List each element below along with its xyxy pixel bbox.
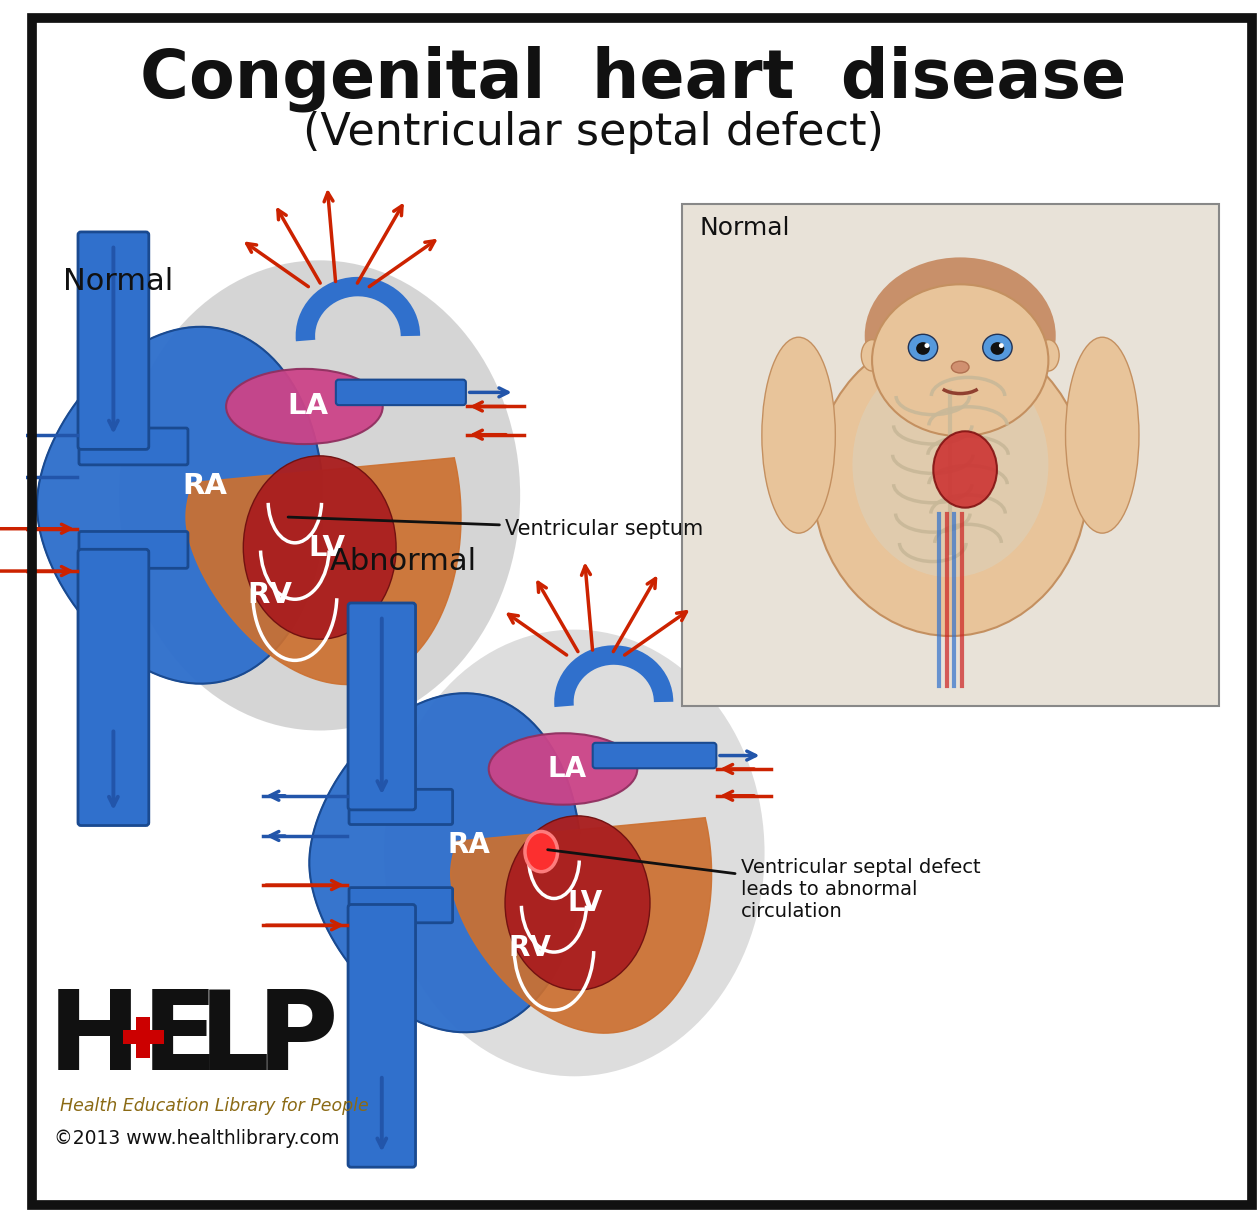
Text: Abnormal: Abnormal bbox=[330, 547, 477, 576]
Text: LA: LA bbox=[547, 755, 586, 783]
Text: RV: RV bbox=[509, 933, 552, 961]
Polygon shape bbox=[36, 327, 322, 684]
Text: L: L bbox=[199, 986, 269, 1092]
Text: ©2013 www.healthlibrary.com: ©2013 www.healthlibrary.com bbox=[54, 1130, 340, 1148]
FancyBboxPatch shape bbox=[682, 203, 1219, 706]
Text: E: E bbox=[141, 986, 218, 1092]
Ellipse shape bbox=[925, 344, 930, 349]
FancyBboxPatch shape bbox=[78, 232, 148, 449]
Ellipse shape bbox=[872, 284, 1048, 437]
FancyBboxPatch shape bbox=[336, 379, 465, 405]
FancyBboxPatch shape bbox=[348, 905, 415, 1167]
Text: Normal: Normal bbox=[699, 216, 790, 240]
Ellipse shape bbox=[813, 333, 1088, 636]
FancyBboxPatch shape bbox=[136, 1016, 150, 1058]
Text: RA: RA bbox=[182, 472, 228, 500]
Ellipse shape bbox=[243, 456, 396, 640]
Ellipse shape bbox=[982, 334, 1013, 361]
FancyBboxPatch shape bbox=[348, 789, 453, 824]
FancyBboxPatch shape bbox=[79, 532, 187, 569]
Text: Normal: Normal bbox=[63, 268, 174, 296]
Polygon shape bbox=[309, 693, 580, 1032]
Ellipse shape bbox=[1066, 338, 1138, 533]
Text: Health Education Library for People: Health Education Library for People bbox=[60, 1097, 369, 1114]
Text: RA: RA bbox=[448, 830, 491, 859]
Ellipse shape bbox=[864, 257, 1055, 415]
Ellipse shape bbox=[908, 334, 937, 361]
FancyBboxPatch shape bbox=[79, 428, 187, 465]
Ellipse shape bbox=[1038, 340, 1059, 371]
Text: LA: LA bbox=[288, 393, 328, 421]
Text: LV: LV bbox=[308, 533, 346, 561]
Text: Congenital  heart  disease: Congenital heart disease bbox=[140, 46, 1126, 113]
Ellipse shape bbox=[762, 338, 835, 533]
Text: H: H bbox=[48, 986, 141, 1092]
Ellipse shape bbox=[951, 361, 969, 373]
Ellipse shape bbox=[525, 832, 557, 872]
Ellipse shape bbox=[862, 340, 883, 371]
Ellipse shape bbox=[488, 734, 638, 805]
FancyBboxPatch shape bbox=[348, 888, 453, 923]
FancyBboxPatch shape bbox=[123, 1030, 164, 1044]
Ellipse shape bbox=[226, 369, 382, 444]
Ellipse shape bbox=[990, 342, 1004, 355]
FancyBboxPatch shape bbox=[78, 549, 148, 826]
Polygon shape bbox=[450, 818, 712, 1033]
Text: (Ventricular septal defect): (Ventricular septal defect) bbox=[303, 111, 884, 154]
Ellipse shape bbox=[916, 342, 930, 355]
Ellipse shape bbox=[853, 352, 1048, 577]
FancyBboxPatch shape bbox=[348, 603, 415, 810]
Ellipse shape bbox=[504, 816, 650, 991]
Text: RV: RV bbox=[248, 581, 292, 609]
Text: P: P bbox=[257, 986, 337, 1092]
Text: LV: LV bbox=[567, 889, 603, 917]
FancyBboxPatch shape bbox=[593, 742, 716, 768]
Ellipse shape bbox=[120, 260, 520, 730]
Polygon shape bbox=[186, 457, 460, 685]
Ellipse shape bbox=[384, 630, 765, 1076]
Ellipse shape bbox=[999, 344, 1004, 349]
Text: Ventricular septal defect
leads to abnormal
circulation: Ventricular septal defect leads to abnor… bbox=[547, 850, 980, 921]
Text: Ventricular septum: Ventricular septum bbox=[288, 517, 703, 538]
Ellipse shape bbox=[933, 432, 996, 508]
